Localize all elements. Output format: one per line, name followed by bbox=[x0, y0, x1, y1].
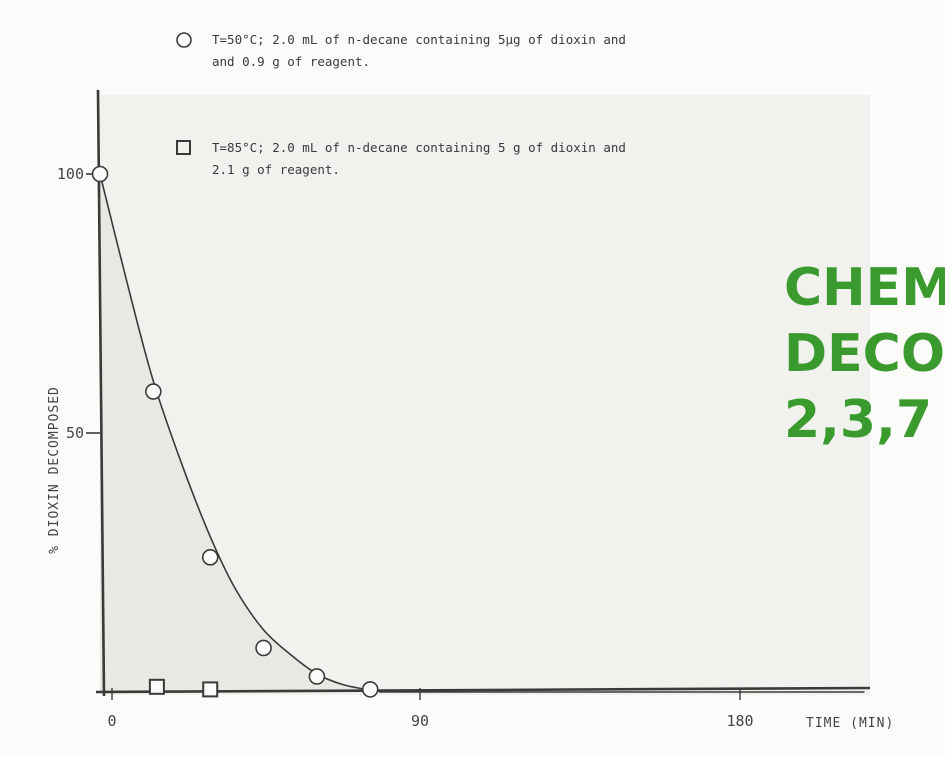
y-tick-label: 50 bbox=[66, 424, 84, 442]
data-point-circle bbox=[91, 165, 109, 183]
fit-curve bbox=[99, 173, 865, 693]
data-point-circle bbox=[255, 639, 272, 657]
overlay-title-line: DECO bbox=[784, 324, 945, 384]
data-point-circle bbox=[201, 549, 219, 566]
legend-text-line: and 0.9 g of reagent. bbox=[212, 54, 370, 69]
data-point-square bbox=[202, 681, 219, 698]
legend-text-line: T=50°C; 2.0 mL of n-decane containing 5μ… bbox=[212, 32, 626, 47]
legend-text-line: 2.1 g of reagent. bbox=[212, 162, 340, 177]
data-point-square bbox=[148, 678, 165, 695]
x-axis-line bbox=[95, 686, 871, 694]
data-point-circle bbox=[145, 383, 162, 400]
legend-text-line: T=85°C; 2.0 mL of n-decane containing 5 … bbox=[212, 140, 626, 155]
legend-circle-marker bbox=[176, 32, 192, 48]
data-point-circle bbox=[308, 668, 326, 685]
x-tick-label: 180 bbox=[726, 712, 753, 730]
x-tick-label: 0 bbox=[107, 712, 116, 730]
overlay-title-line: 2,3,7 bbox=[784, 390, 932, 450]
legend-square-marker bbox=[176, 140, 191, 155]
curve-area bbox=[100, 174, 865, 692]
data-point-circle bbox=[361, 681, 379, 698]
x-tick-label: 90 bbox=[411, 712, 429, 730]
overlay-title-line: CHEM bbox=[784, 258, 945, 318]
x-axis-label: TIME (MIN) bbox=[806, 716, 894, 731]
y-axis-label: % DIOXIN DECOMPOSED bbox=[47, 386, 62, 554]
y-tick-label: 100 bbox=[57, 165, 84, 183]
y-axis-line bbox=[96, 89, 106, 697]
